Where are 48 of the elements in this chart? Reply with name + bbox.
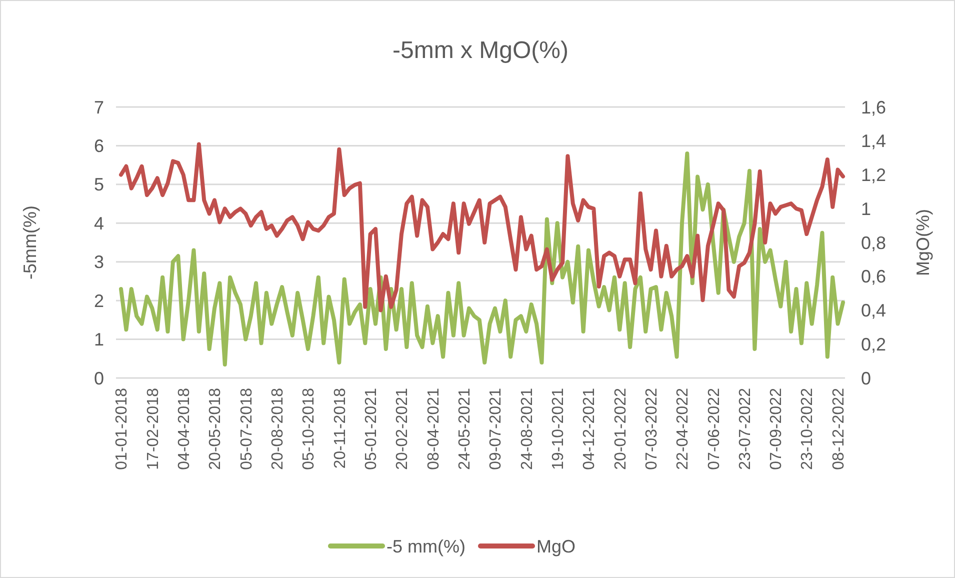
y2-tick-label: 0,6 — [861, 266, 886, 287]
y-tick-label: 6 — [94, 136, 104, 156]
x-tick-label: 07-06-2022 — [706, 388, 723, 470]
line-series — [119, 151, 845, 366]
y-tick-label: 5 — [94, 174, 104, 195]
y-tick-label: 1 — [94, 330, 104, 350]
x-tick-label: 09-07-2021 — [488, 388, 505, 470]
x-tick-label: 20-01-2022 — [612, 388, 630, 470]
x-tick-label: 19-10-2021 — [550, 388, 567, 470]
y2-tick-label: 0,2 — [861, 334, 886, 354]
y-tick-label: 3 — [94, 252, 104, 272]
y2-tick-label: 1,2 — [861, 165, 886, 186]
y2-tick-label: 0,4 — [861, 300, 886, 321]
x-tick-label: 05-10-2018 — [300, 388, 318, 470]
legend-label: -5 mm(%) — [386, 536, 466, 556]
y-tick-label: 4 — [94, 213, 104, 234]
x-tick-label: 23-10-2022 — [799, 388, 816, 470]
x-tick-label: 20-08-2018 — [269, 388, 286, 470]
x-tick-label: 23-07-2022 — [736, 388, 754, 470]
x-tick-label: 22-04-2022 — [674, 388, 692, 470]
y-tick-label: 0 — [94, 368, 104, 388]
x-tick-label: 05-07-2018 — [238, 388, 256, 470]
y-axis-title: -5mm(%) — [20, 206, 40, 280]
x-tick-label: 20-11-2018 — [332, 388, 349, 469]
x-tick-label: 04-12-2021 — [581, 388, 598, 470]
y-tick-label: 2 — [94, 290, 104, 311]
x-tick-label: 17-02-2018 — [144, 388, 162, 470]
x-tick-label: 08-12-2022 — [830, 388, 848, 470]
x-tick-label: 08-04-2021 — [425, 388, 442, 470]
x-tick-label: 20-05-2018 — [207, 388, 224, 470]
x-tick-label: 07-09-2022 — [768, 388, 786, 470]
legend-label: MgO — [536, 536, 576, 556]
x-tick-label: 05-01-2021 — [362, 388, 380, 470]
y2-tick-label: 0 — [861, 368, 872, 388]
y2-tick-label: 1,6 — [861, 97, 886, 118]
x-tick-label: 24-05-2021 — [456, 388, 474, 470]
y-tick-label: 7 — [94, 97, 104, 118]
y2-tick-label: 0,8 — [861, 232, 886, 253]
y2-tick-label: 1 — [861, 198, 872, 219]
x-tick-label: 07-03-2022 — [643, 388, 660, 470]
x-tick-label: 20-02-2021 — [394, 388, 412, 470]
x-tick-label: 01-01-2018 — [114, 388, 131, 470]
y2-tick-label: 1,4 — [861, 131, 886, 152]
line-series — [119, 142, 845, 312]
y2-axis-title: MgO(%) — [913, 209, 933, 276]
chart-title: -5mm x MgO(%) — [392, 37, 568, 64]
x-tick-label: 04-04-2018 — [176, 388, 193, 470]
x-tick-label: 24-08-2021 — [518, 388, 536, 470]
